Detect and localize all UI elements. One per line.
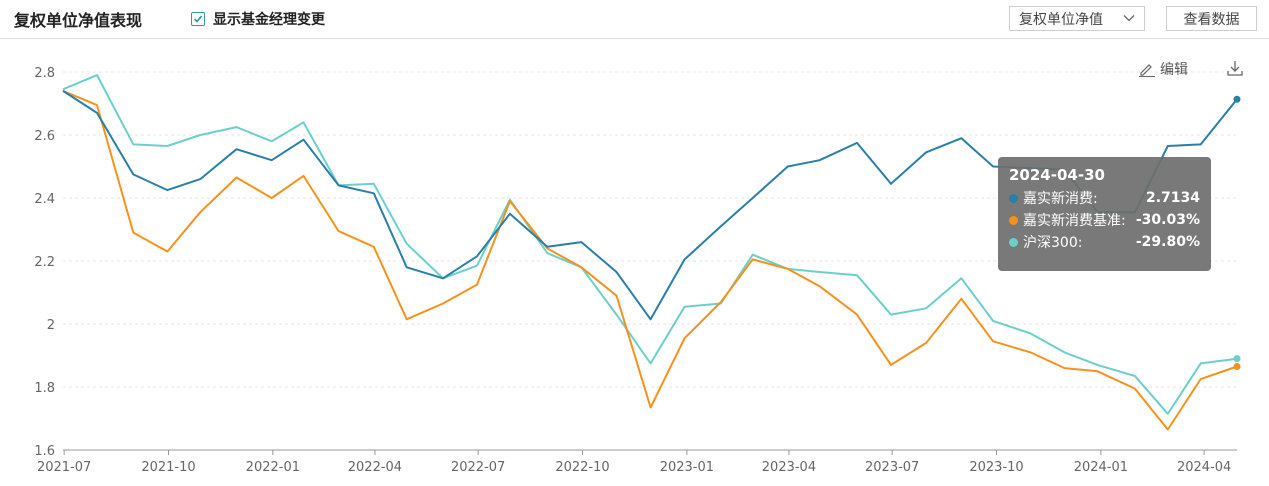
y-tick-label: 2.4: [34, 192, 55, 207]
y-tick-label: 1.8: [34, 381, 55, 396]
tooltip-row: 嘉实新消费基准: -30.03%: [1009, 209, 1200, 231]
tooltip-series-value: 2.7134: [1145, 190, 1200, 206]
x-tick-label: 2024-04: [1177, 460, 1231, 475]
edit-label: 编辑: [1160, 62, 1188, 78]
tooltip-series-name: 嘉实新消费:: [1023, 191, 1098, 207]
x-tick-label: 2022-07: [451, 460, 505, 475]
metric-select[interactable]: 复权单位净值: [1009, 6, 1145, 31]
x-tick-label: 2023-10: [969, 460, 1023, 475]
series-dot-icon: [1009, 193, 1018, 203]
x-tick-label: 2022-10: [555, 460, 609, 475]
download-icon[interactable]: [1226, 59, 1244, 77]
x-tick-label: 2023-01: [660, 460, 714, 475]
manager-change-toggle[interactable]: 显示基金经理变更: [191, 9, 325, 29]
y-tick-label: 2: [47, 318, 55, 333]
tooltip-series-value: -29.80%: [1135, 234, 1200, 250]
tooltip-date: 2024-04-30: [1009, 166, 1105, 184]
series-dot-icon: [1009, 215, 1018, 225]
x-tick-label: 2021-07: [37, 460, 91, 475]
tooltip-series-value: -30.03%: [1135, 212, 1200, 228]
view-data-button[interactable]: 查看数据: [1166, 6, 1257, 31]
page-title: 复权单位净值表现: [14, 11, 143, 30]
series-end-point: [1233, 355, 1241, 363]
y-tick-label: 1.6: [34, 444, 55, 459]
pencil-icon: [1139, 64, 1155, 77]
tooltip-row: 沪深300: -29.80%: [1009, 231, 1200, 253]
x-tick-label: 2023-07: [865, 460, 919, 475]
series-end-point: [1233, 95, 1241, 103]
edit-button[interactable]: 编辑: [1138, 59, 1188, 79]
series-dot-icon: [1009, 237, 1018, 247]
metric-select-value: 复权单位净值: [1019, 11, 1103, 28]
tooltip-series-name: 沪深300:: [1023, 235, 1083, 251]
x-tick-label: 2022-01: [246, 460, 300, 475]
x-tick-label: 2024-01: [1074, 460, 1128, 475]
toggle-label: 显示基金经理变更: [213, 12, 325, 28]
series-line: [62, 74, 1238, 415]
chevron-down-icon: [1123, 15, 1135, 22]
x-tick-label: 2023-04: [762, 460, 816, 475]
x-tick-label: 2022-04: [348, 460, 402, 475]
series-end-point: [1233, 363, 1241, 371]
checkbox-checked-icon[interactable]: [191, 12, 205, 26]
chart-tooltip: 2024-04-30 嘉实新消费: 2.7134 嘉实新消费基准: -30.03…: [998, 157, 1211, 271]
tooltip-row: 嘉实新消费: 2.7134: [1009, 187, 1200, 209]
series-line: [62, 89, 1238, 431]
x-tick-label: 2021-10: [141, 460, 195, 475]
y-tick-label: 2.6: [34, 129, 55, 144]
header-bar: 复权单位净值表现 显示基金经理变更 复权单位净值 查看数据: [0, 0, 1269, 39]
tooltip-series-name: 嘉实新消费基准:: [1023, 213, 1126, 229]
y-tick-label: 2.8: [34, 66, 55, 81]
y-tick-label: 2.2: [34, 255, 55, 270]
